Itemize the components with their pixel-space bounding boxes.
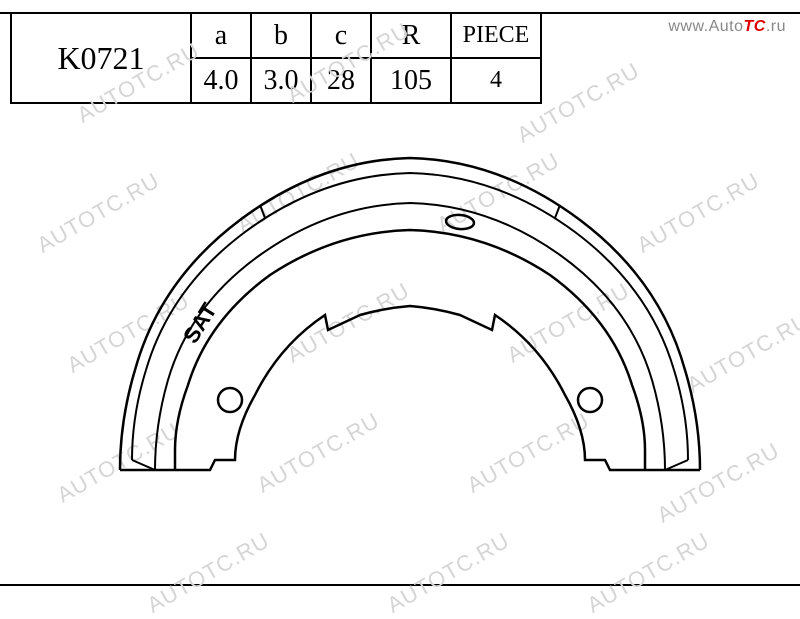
site-logo: www.AutoTC.ru xyxy=(668,18,786,36)
header-a: a xyxy=(191,13,251,58)
value-r: 105 xyxy=(371,58,451,103)
part-number-cell: K0721 xyxy=(11,13,191,103)
value-c: 28 xyxy=(311,58,371,103)
header-r: R xyxy=(371,13,451,58)
logo-suffix: .ru xyxy=(766,18,786,35)
brake-shoe-svg: SAT xyxy=(60,120,740,560)
logo-tc: TC xyxy=(744,18,766,35)
logo-prefix: www.Auto xyxy=(668,18,743,35)
tick-left xyxy=(260,205,265,218)
right-end-2 xyxy=(665,460,688,470)
top-slot xyxy=(445,214,474,230)
header-c: c xyxy=(311,13,371,58)
spec-table: K0721 a b c R PIECE 4.0 3.0 28 105 4 xyxy=(10,12,542,104)
brake-shoe-diagram: SAT xyxy=(60,120,740,560)
value-b: 3.0 xyxy=(251,58,311,103)
tick-right xyxy=(555,205,560,218)
value-piece: 4 xyxy=(451,58,541,103)
left-end-2 xyxy=(132,460,155,470)
header-b: b xyxy=(251,13,311,58)
right-hole xyxy=(578,388,602,412)
header-piece: PIECE xyxy=(451,13,541,58)
value-a: 4.0 xyxy=(191,58,251,103)
left-hole xyxy=(218,388,242,412)
table-header-row: K0721 a b c R PIECE xyxy=(11,13,541,58)
web-inner xyxy=(175,306,645,470)
